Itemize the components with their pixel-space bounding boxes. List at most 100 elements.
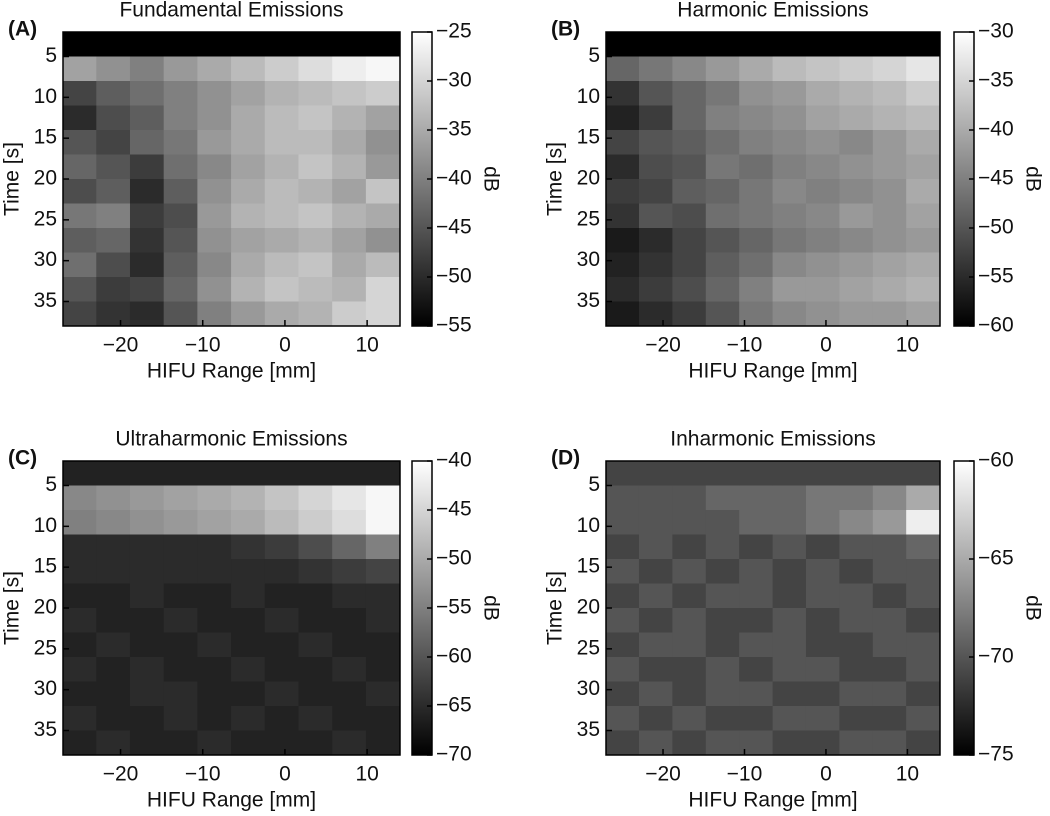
- heat-cell: [365, 730, 400, 755]
- colorbar-tick-label: −75: [978, 743, 1014, 766]
- heat-cell: [231, 105, 266, 131]
- y-axis-label: Time [s]: [1, 571, 24, 645]
- y-tick-label: 20: [34, 167, 57, 190]
- heat-cell: [264, 485, 299, 511]
- heat-cell: [129, 706, 165, 731]
- heat-cell: [197, 32, 232, 57]
- heat-cell: [63, 32, 97, 57]
- heat-cell: [906, 130, 940, 155]
- heat-cell: [96, 559, 131, 584]
- heat-cell: [638, 461, 673, 486]
- heat-cell: [298, 730, 333, 755]
- heat-cell: [63, 534, 97, 560]
- colorbar-tick-label: −70: [978, 645, 1014, 668]
- heat-cell: [872, 534, 907, 560]
- heat-cell: [606, 608, 640, 633]
- heat-cell: [163, 277, 198, 302]
- heat-cell: [332, 228, 367, 253]
- heat-cell: [739, 228, 774, 253]
- colorbar-tick-label: −60: [436, 645, 472, 668]
- heat-cell: [231, 608, 266, 633]
- colorbar-tick-label: −45: [436, 216, 472, 239]
- heat-cell: [805, 301, 840, 326]
- heat-cell: [332, 583, 367, 609]
- heat-cell: [606, 179, 640, 204]
- heat-cell: [96, 228, 131, 253]
- heat-cell: [365, 81, 400, 106]
- heat-cell: [231, 203, 266, 229]
- heat-cell: [197, 130, 232, 155]
- colorbar-tick-label: −40: [436, 449, 472, 472]
- heat-cell: [672, 730, 707, 755]
- heat-cell: [739, 608, 774, 633]
- heat-cell: [264, 632, 299, 658]
- heat-cell: [197, 277, 232, 302]
- heat-cell: [739, 681, 774, 707]
- heat-cell: [772, 301, 807, 326]
- heat-cell: [197, 252, 232, 278]
- heat-cell: [739, 510, 774, 535]
- heat-cell: [163, 252, 198, 278]
- chart-title: Harmonic Emissions: [677, 0, 868, 22]
- heat-cell: [365, 510, 400, 535]
- heat-cell: [606, 485, 640, 511]
- heat-cell: [772, 461, 807, 486]
- heat-cell: [705, 179, 740, 204]
- y-tick-label: 20: [34, 596, 57, 619]
- heat-cell: [672, 301, 707, 326]
- heat-cell: [705, 657, 740, 682]
- heat-cell: [298, 252, 333, 278]
- y-tick-label: 25: [34, 636, 57, 659]
- heat-cell: [705, 154, 740, 180]
- heat-cell: [772, 252, 807, 278]
- heat-cell: [705, 559, 740, 584]
- heat-cell: [96, 301, 131, 326]
- heat-cell: [298, 485, 333, 511]
- heat-cell: [772, 681, 807, 707]
- colorbar-label: dB: [479, 166, 502, 192]
- heat-cell: [606, 534, 640, 560]
- heat-cell: [231, 559, 266, 584]
- colorbar-label: dB: [1021, 595, 1044, 621]
- heat-cell: [63, 608, 97, 633]
- heat-cell: [772, 228, 807, 253]
- heat-cell: [96, 510, 131, 535]
- heat-cell: [638, 485, 673, 511]
- y-tick-label: 15: [577, 126, 600, 149]
- heat-cell: [872, 583, 907, 609]
- heat-cell: [63, 56, 97, 82]
- y-tick-label: 15: [34, 126, 57, 149]
- heat-cell: [129, 203, 165, 229]
- heat-cell: [739, 632, 774, 658]
- heat-cell: [231, 81, 266, 106]
- heat-cell: [672, 228, 707, 253]
- heat-cell: [96, 81, 131, 106]
- heat-cell: [197, 632, 232, 658]
- colorbar-tick-label: −60: [978, 449, 1014, 472]
- heat-cell: [163, 730, 198, 755]
- heat-cell: [197, 510, 232, 535]
- y-axis-label: Time [s]: [544, 142, 567, 216]
- heat-cell: [672, 681, 707, 707]
- heat-cell: [638, 608, 673, 633]
- heat-cell: [638, 301, 673, 326]
- heat-cell: [872, 105, 907, 131]
- heat-cell: [772, 105, 807, 131]
- heat-cell: [772, 632, 807, 658]
- heat-cell: [705, 81, 740, 106]
- colorbar-tick-label: −40: [978, 118, 1014, 141]
- heat-cell: [739, 105, 774, 131]
- heat-cell: [839, 583, 874, 609]
- colorbar-tick-label: −55: [978, 265, 1014, 288]
- y-tick-label: 5: [45, 44, 57, 67]
- heat-cell: [805, 681, 840, 707]
- x-tick-label: 10: [355, 763, 378, 786]
- colorbar-tick-label: −50: [436, 547, 472, 570]
- colorbar-tick-label: −45: [978, 167, 1014, 190]
- heat-cell: [739, 203, 774, 229]
- x-axis-label: HIFU Range [mm]: [147, 789, 316, 812]
- heat-cell: [231, 681, 266, 707]
- heat-cell: [872, 461, 907, 486]
- heat-cell: [298, 632, 333, 658]
- heat-cell: [805, 559, 840, 584]
